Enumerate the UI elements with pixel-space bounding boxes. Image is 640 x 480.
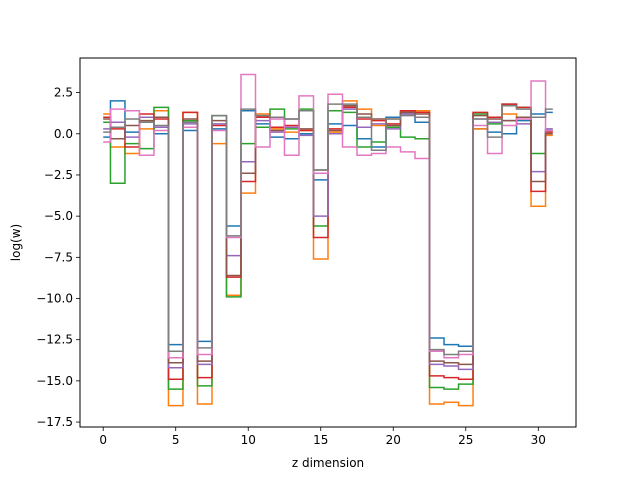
x-tick-label: 0 <box>99 433 107 447</box>
x-tick-label: 15 <box>313 433 328 447</box>
y-tick-label: −5.0 <box>44 209 73 223</box>
x-tick-label: 25 <box>458 433 473 447</box>
y-tick-label: −15.0 <box>36 374 73 388</box>
y-tick-label: 2.5 <box>54 86 73 100</box>
y-axis-label: log(w) <box>9 224 23 261</box>
series-layer <box>103 73 553 407</box>
x-tick-label: 5 <box>172 433 180 447</box>
y-axis: 2.5 0.0 −2.5 −5.0 −7.5 −10.0 −12.5 −15.0 −17.5 <box>36 86 80 429</box>
y-tick-label: −7.5 <box>44 250 73 264</box>
y-tick-label: −12.5 <box>36 333 73 347</box>
x-axis-label: z dimension <box>292 456 364 470</box>
y-tick-label: −2.5 <box>44 168 73 182</box>
x-tick-label: 10 <box>241 433 256 447</box>
y-tick-label: −17.5 <box>36 415 73 429</box>
x-axis: 0 5 10 15 20 25 30 <box>99 427 546 447</box>
y-tick-label: −10.0 <box>36 292 73 306</box>
x-tick-label: 20 <box>386 433 401 447</box>
y-tick-label: 0.0 <box>54 127 73 141</box>
plot-frame <box>79 57 577 428</box>
x-tick-label: 30 <box>531 433 546 447</box>
series-line-8 <box>103 103 553 356</box>
